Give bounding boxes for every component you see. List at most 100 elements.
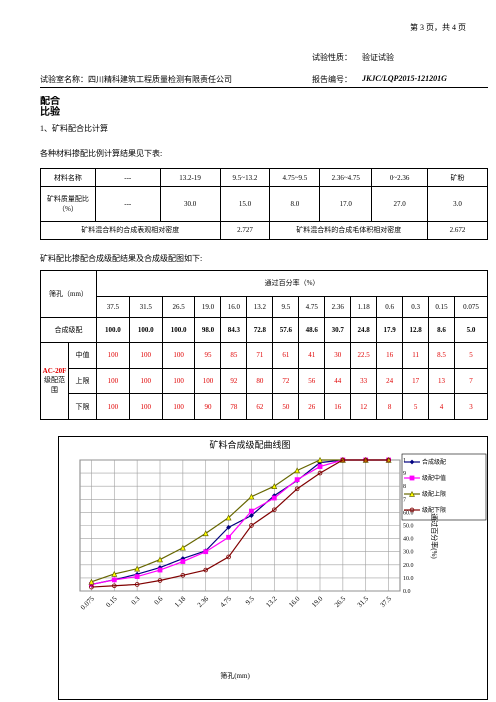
- cell: 98.0: [194, 316, 222, 344]
- series-line: [91, 459, 389, 588]
- point: [249, 513, 254, 518]
- cell: 0.6: [376, 295, 404, 318]
- legend-box: [401, 453, 487, 521]
- point: [249, 523, 254, 528]
- cell: 矿粉: [427, 167, 488, 188]
- cell: 16: [376, 342, 404, 369]
- lab: 试验室名称：四川精科建筑工程质量检测有限责任公司: [40, 75, 232, 84]
- cell: 30: [324, 342, 352, 369]
- point: [180, 559, 186, 564]
- cell: 19.0: [194, 295, 222, 318]
- cell: 95: [194, 342, 222, 369]
- cell: 0.3: [402, 295, 430, 318]
- y-tick-label: 30.0: [403, 550, 414, 556]
- cell: 100.0: [96, 316, 130, 344]
- legend-marker: [409, 459, 415, 465]
- legend-marker: [409, 490, 415, 497]
- legend-marker: [409, 507, 415, 513]
- chart-title: 矿料合成级配曲线图: [209, 439, 290, 450]
- cell: 72.8: [246, 316, 274, 344]
- point: [157, 567, 163, 573]
- cell: 44: [324, 367, 352, 395]
- cell: 12.8: [402, 316, 430, 344]
- cell: 61: [272, 342, 300, 369]
- cell: 5: [402, 393, 430, 420]
- point: [249, 508, 254, 514]
- point: [294, 467, 301, 474]
- cell: 11: [402, 342, 430, 369]
- cell: 17.9: [376, 316, 404, 344]
- cell: 7: [454, 367, 488, 395]
- point: [271, 495, 277, 501]
- cell: 62: [246, 393, 274, 420]
- cell: 100: [96, 367, 130, 395]
- cell: 4.75~9.5: [269, 167, 321, 188]
- cell: 3: [454, 393, 488, 420]
- point: [111, 570, 118, 577]
- cell: 33: [350, 367, 378, 395]
- cell: 上限: [68, 367, 97, 395]
- cell: 15.0: [219, 186, 271, 222]
- x-axis-title: 筛孔(mm): [220, 671, 250, 680]
- legend-marker: [409, 475, 415, 481]
- point: [317, 470, 323, 476]
- cell: 22.5: [350, 342, 378, 369]
- point: [317, 456, 323, 463]
- point: [134, 565, 141, 572]
- point: [226, 534, 231, 540]
- range-label: 级配范围: [44, 376, 65, 395]
- cell: 矿料质量配比（%）: [40, 186, 96, 222]
- legend-label: 级配下限: [422, 506, 446, 514]
- mix-table: 材料名称 --- 13.2-19 9.5~13.2 4.75~9.5 2.36~4.75 0…: [40, 167, 488, 241]
- point: [89, 584, 94, 590]
- cell: 100: [96, 393, 130, 420]
- cell: 2.672: [427, 220, 488, 241]
- cell: 2.727: [219, 220, 271, 241]
- cell: 100: [96, 342, 130, 369]
- cell: 26: [298, 393, 326, 420]
- cell: 0~2.36: [371, 167, 429, 188]
- cell: ---: [94, 186, 161, 222]
- y-axis-title: 通过百分率(%): [430, 513, 439, 559]
- chart: 矿料合成级配曲线图 筛孔(mm) 通过百分率(%) 0.0 10.0 20.0 30.…: [58, 436, 488, 700]
- cell: 16: [324, 393, 352, 420]
- cell: 5.0: [454, 316, 488, 344]
- cell: 8.5: [428, 342, 456, 369]
- y-tick-label: 9: [403, 471, 406, 477]
- cell: 13: [428, 367, 456, 395]
- point: [180, 572, 186, 578]
- cell: 90: [194, 393, 222, 420]
- cell: 材料名称: [40, 167, 96, 188]
- point: [294, 477, 300, 483]
- point: [363, 457, 369, 463]
- cell: 2.36~4.75: [319, 167, 373, 188]
- cell: 1.18: [350, 295, 378, 318]
- cell: 通过百分率（%）: [96, 270, 488, 297]
- series-line: [91, 459, 389, 586]
- point: [226, 524, 231, 530]
- cell: 8.6: [428, 316, 456, 344]
- cell: 100: [128, 342, 163, 369]
- section: 配合比验: [40, 96, 60, 116]
- cell: 2.36: [324, 295, 352, 318]
- cell: 56: [298, 367, 326, 395]
- cell: 100: [194, 367, 222, 395]
- point: [111, 577, 117, 583]
- cell: 41: [298, 342, 326, 369]
- point: [157, 556, 163, 563]
- cell: 8: [376, 393, 404, 420]
- text: 矿料配比掺配合成级配结果及合成级配图如下:: [40, 254, 203, 263]
- cell: 100: [128, 393, 163, 420]
- nature: 验证试验: [362, 53, 394, 62]
- point: [203, 549, 209, 555]
- cell: ---: [94, 167, 161, 188]
- point: [225, 514, 232, 521]
- point: [317, 464, 323, 469]
- cell: 71: [246, 342, 274, 369]
- point: [226, 554, 231, 560]
- point: [271, 483, 278, 489]
- cell: 30.7: [324, 316, 352, 344]
- subsection: 1、矿料配合比计算: [40, 124, 108, 133]
- point: [202, 530, 209, 537]
